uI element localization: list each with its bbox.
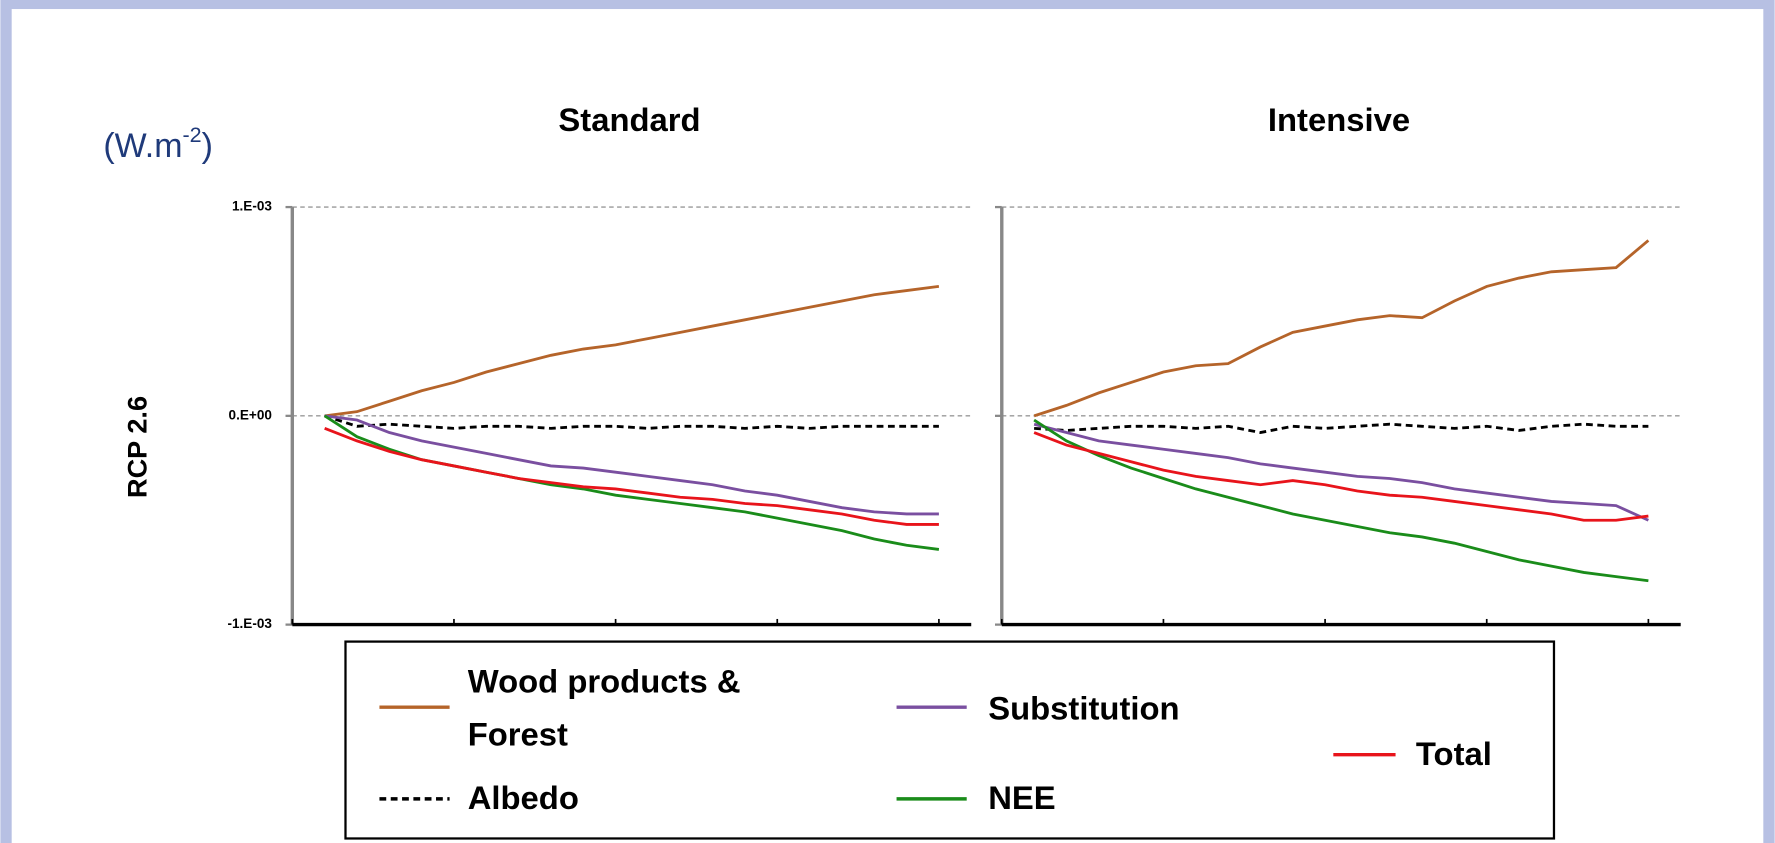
series-line [324,285,940,418]
unit-label: (W.m-2) [103,122,213,165]
series-line [1034,422,1649,434]
unit-close: ) [202,127,213,165]
legend-label-box: Wood products & Forest [467,664,741,754]
y-tick-label: 1.E-03 [232,199,272,214]
legend-label-box: NEE [988,780,1056,817]
unit-sup: -2 [183,122,202,146]
legend-label: Wood products & Forest [467,664,741,754]
chart-title: Standard [558,101,700,138]
series-line [1033,431,1649,522]
row-label: RCP 2.6 [122,396,153,498]
legend [344,640,1556,840]
series-line [324,427,939,526]
legend-label: Albedo [467,780,579,817]
legend-label: NEE [988,780,1056,817]
y-tick-label: -1.E-03 [227,616,272,631]
unit-base: (W.m [103,127,182,165]
legend-label-box: Substitution [988,691,1180,728]
legend-label: Total [1415,736,1492,773]
series-line [324,414,939,430]
series-line [1033,422,1649,522]
series-line [1033,418,1649,583]
y-tick-label: 0.E+00 [229,407,272,422]
series-line [324,414,939,516]
legend-label: Substitution [988,691,1180,728]
legend-label-box: Total [1415,736,1492,773]
series-line [1033,239,1650,418]
legend-label-box: Albedo [467,780,579,817]
chart-title: Intensive [1268,101,1410,138]
